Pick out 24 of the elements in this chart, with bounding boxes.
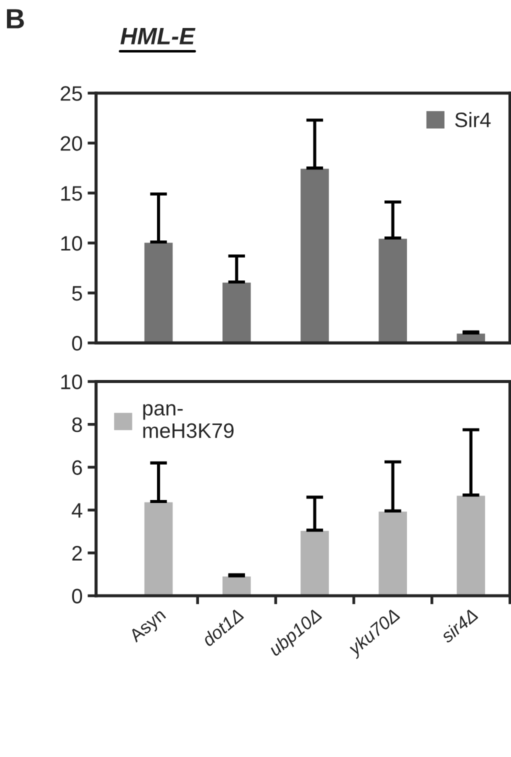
y-tick-label: 15 [61, 186, 82, 201]
y-tick-label: 2 [72, 546, 82, 560]
y-tick-label: 8 [72, 417, 82, 432]
bar [299, 530, 330, 596]
y-tick-label: 25 [60, 86, 82, 101]
bar [221, 281, 252, 343]
bar [377, 237, 408, 343]
y-tick-label: 4 [72, 503, 82, 518]
bar [377, 510, 408, 596]
y-tick-label: 10 [61, 374, 82, 390]
legend-label: pan- meH3K79 [143, 404, 234, 438]
chart-title: HML-E [120, 28, 196, 44]
y-tick-label: 5 [72, 286, 82, 301]
y-tick-label: 0 [72, 588, 82, 604]
y-tick-label: 10 [61, 236, 82, 251]
bar [143, 500, 174, 596]
y-tick-label: 6 [72, 460, 82, 475]
bar [299, 167, 330, 343]
legend-label: Sir4 [455, 112, 491, 128]
bar [455, 494, 486, 596]
y-tick-label: 0 [72, 336, 82, 351]
y-tick-label: 20 [60, 136, 82, 151]
bar [143, 241, 174, 343]
text: B [6, 9, 24, 28]
